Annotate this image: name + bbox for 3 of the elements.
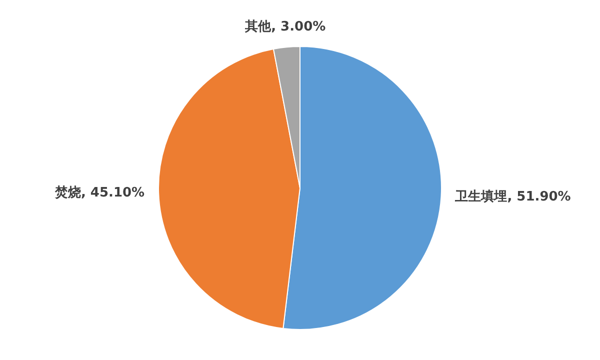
slice-label: 焚烧, 45.10%: [54, 184, 145, 201]
slice-label: 其他, 3.00%: [244, 20, 326, 35]
slice-label: 卫生填埋, 51.90%: [454, 190, 571, 205]
